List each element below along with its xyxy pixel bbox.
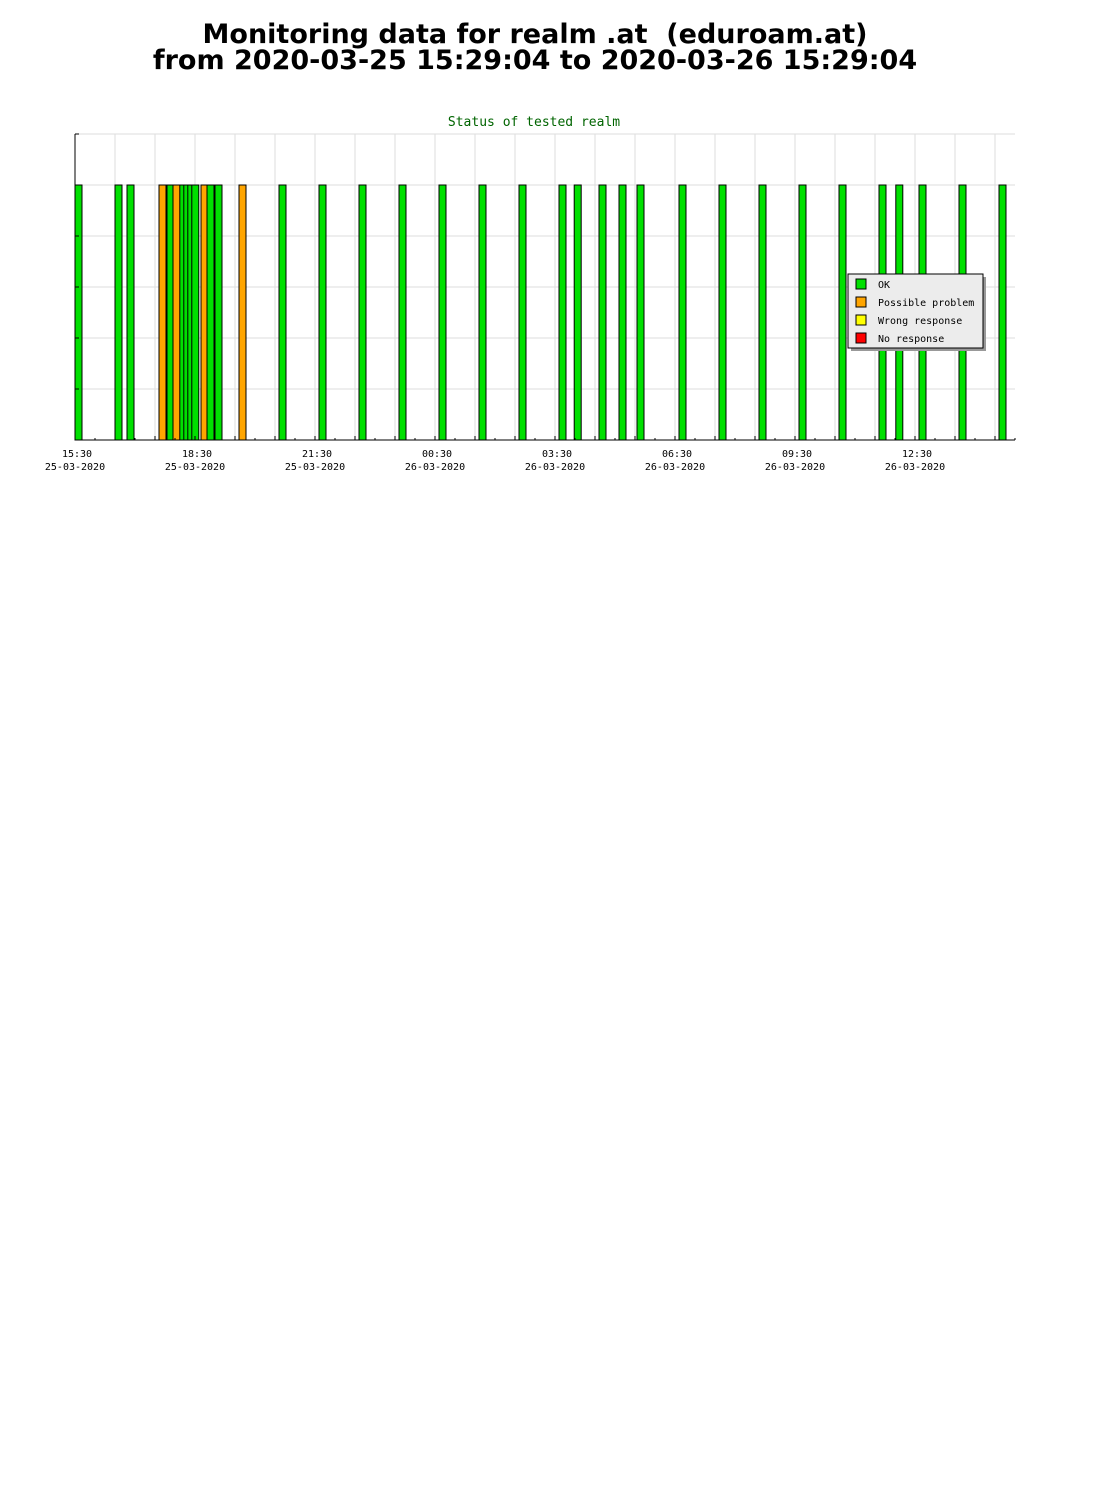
bar-ok bbox=[126, 184, 135, 441]
bar-ok bbox=[191, 184, 200, 441]
bar-possible_problem bbox=[172, 184, 181, 441]
bar-ok bbox=[214, 184, 223, 441]
x-tick-label-time: 12:30 bbox=[902, 449, 932, 460]
bar-ok bbox=[998, 184, 1007, 441]
x-tick-label-date: 26-03-2020 bbox=[405, 462, 465, 473]
x-tick-label-time: 00:30 bbox=[422, 449, 452, 460]
legend-label-wrong_response: Wrong response bbox=[878, 316, 962, 327]
x-tick-label-date: 26-03-2020 bbox=[765, 462, 825, 473]
title-line-1: Monitoring data for realm .at (eduroam.a… bbox=[202, 19, 868, 50]
bar-ok bbox=[636, 184, 645, 441]
bar-ok bbox=[718, 184, 727, 441]
bar-ok bbox=[206, 184, 215, 441]
x-tick-label-date: 26-03-2020 bbox=[885, 462, 945, 473]
x-tick-label-date: 26-03-2020 bbox=[645, 462, 705, 473]
x-tick-label-date: 25-03-2020 bbox=[165, 462, 225, 473]
bar-possible_problem bbox=[158, 184, 167, 441]
bar-ok bbox=[518, 184, 527, 441]
page-title: Monitoring data for realm .at (eduroam.a… bbox=[0, 19, 1070, 76]
legend-label-ok: OK bbox=[878, 280, 890, 291]
bar-ok bbox=[758, 184, 767, 441]
bar-ok bbox=[838, 184, 847, 441]
bar-possible_problem bbox=[238, 184, 247, 441]
bar-ok bbox=[438, 184, 447, 441]
status-chart: Status of tested realm 15:30 25-03-2020 18… bbox=[45, 115, 1016, 473]
x-tick-label-date: 26-03-2020 bbox=[525, 462, 585, 473]
chart-title: Status of tested realm bbox=[448, 115, 620, 130]
x-tick-label-time: 06:30 bbox=[662, 449, 692, 460]
bar-ok bbox=[318, 184, 327, 441]
x-tick-label-time: 15:30 bbox=[62, 449, 92, 460]
bar-ok bbox=[573, 184, 582, 441]
legend-swatch-wrong_response bbox=[855, 314, 867, 326]
x-tick-label-date: 25-03-2020 bbox=[285, 462, 345, 473]
x-tick-label-time: 21:30 bbox=[302, 449, 332, 460]
x-ticks: 15:30 25-03-2020 18:30 25-03-2020 21:30 25-03… bbox=[45, 449, 945, 473]
x-tick-label-time: 18:30 bbox=[182, 449, 212, 460]
legend: OK Possible problem Wrong response No respo… bbox=[847, 273, 986, 351]
bar-ok bbox=[74, 184, 83, 441]
legend-swatch-no_response bbox=[855, 332, 867, 344]
axes bbox=[74, 133, 1016, 441]
bar-ok bbox=[358, 184, 367, 441]
bar-ok bbox=[114, 184, 123, 441]
legend-swatch-ok bbox=[855, 278, 867, 290]
legend-box bbox=[847, 273, 984, 349]
title-line-2: from 2020-03-25 15:29:04 to 2020-03-26 1… bbox=[152, 45, 918, 76]
bar-ok bbox=[678, 184, 687, 441]
bar-ok bbox=[598, 184, 607, 441]
bar-ok bbox=[558, 184, 567, 441]
bars bbox=[74, 184, 1007, 441]
bar-ok bbox=[478, 184, 487, 441]
x-tick-label-time: 03:30 bbox=[542, 449, 572, 460]
x-tick-label-time: 09:30 bbox=[782, 449, 812, 460]
legend-label-no_response: No response bbox=[878, 334, 944, 345]
x-tick-label-date: 25-03-2020 bbox=[45, 462, 105, 473]
bar-ok bbox=[618, 184, 627, 441]
bar-ok bbox=[798, 184, 807, 441]
bar-ok bbox=[278, 184, 287, 441]
legend-swatch-possible_problem bbox=[855, 296, 867, 308]
bar-ok bbox=[398, 184, 407, 441]
legend-label-possible_problem: Possible problem bbox=[878, 298, 974, 309]
